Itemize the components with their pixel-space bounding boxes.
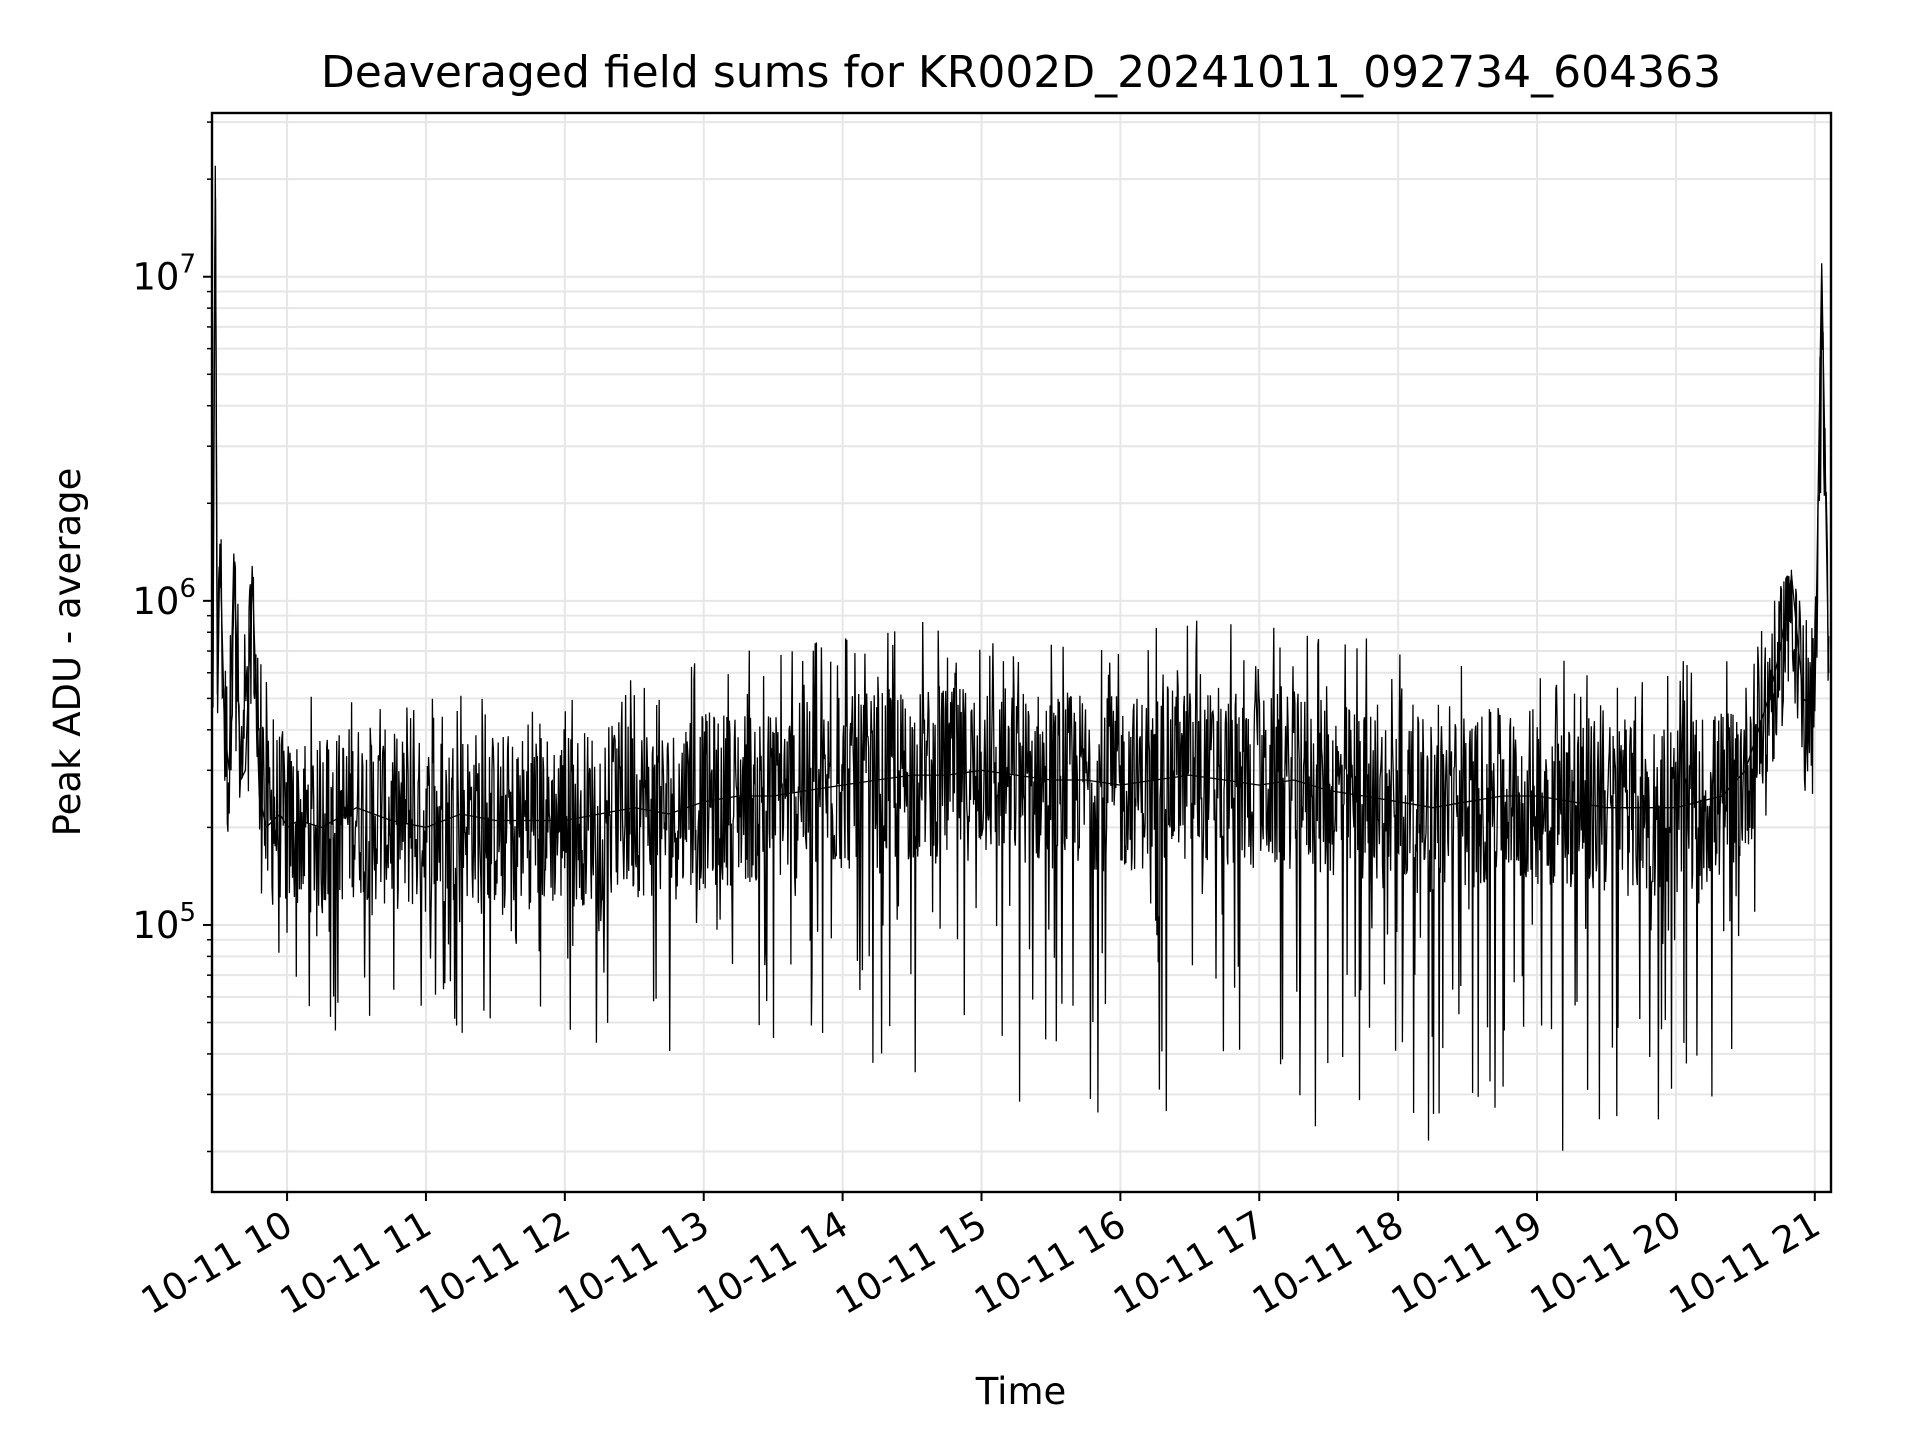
series-layer <box>212 165 1830 1151</box>
plot-frame <box>210 111 1833 1194</box>
series-noise-line <box>212 197 1830 1151</box>
y-tick-label: 105 <box>132 898 196 947</box>
series-line <box>212 165 1830 829</box>
chart-title: Deaveraged field sums for KR002D_2024101… <box>321 47 1721 98</box>
y-tick-label: 106 <box>132 574 196 623</box>
y-axis-ticks: 105 106 107 <box>132 121 212 1153</box>
y-axis-label: Peak ADU - average <box>46 468 89 837</box>
y-tick-label: 107 <box>132 250 196 299</box>
x-axis-label: Time <box>975 1370 1067 1413</box>
